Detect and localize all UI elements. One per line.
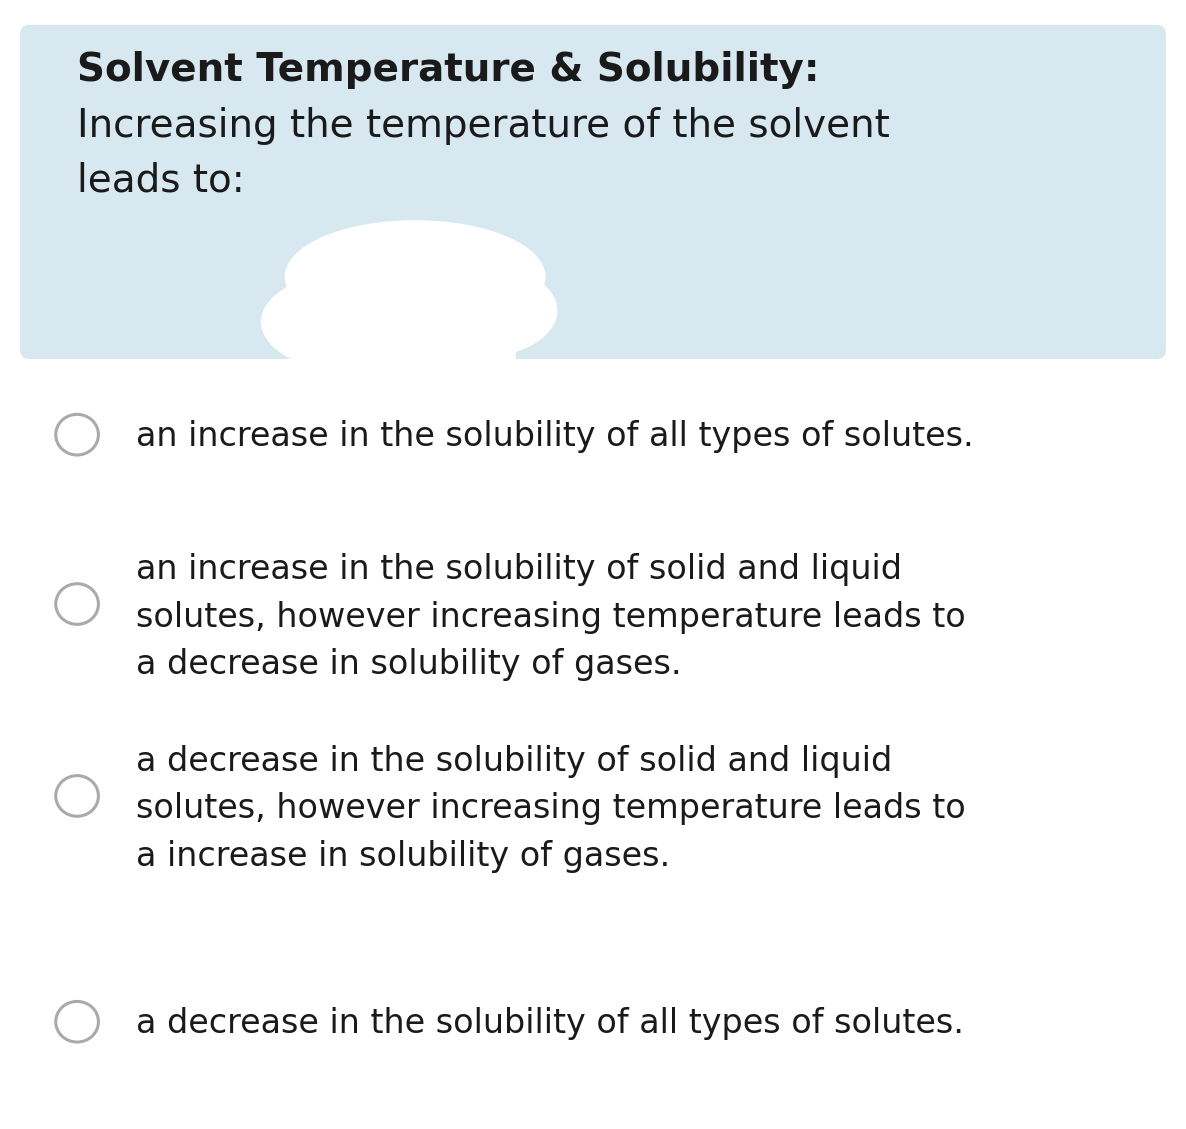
Ellipse shape bbox=[285, 220, 546, 333]
Text: a decrease in the solubility of solid and liquid
solutes, however increasing tem: a decrease in the solubility of solid an… bbox=[136, 745, 967, 873]
Text: an increase in the solubility of solid and liquid
solutes, however increasing te: an increase in the solubility of solid a… bbox=[136, 553, 967, 681]
Text: Solvent Temperature & Solubility:: Solvent Temperature & Solubility: bbox=[77, 51, 820, 89]
Ellipse shape bbox=[356, 341, 498, 414]
Ellipse shape bbox=[302, 313, 516, 397]
Ellipse shape bbox=[391, 263, 557, 359]
Text: a decrease in the solubility of all types of solutes.: a decrease in the solubility of all type… bbox=[136, 1007, 964, 1040]
Text: Increasing the temperature of the solvent
leads to:: Increasing the temperature of the solven… bbox=[77, 107, 890, 200]
Ellipse shape bbox=[261, 271, 451, 373]
FancyBboxPatch shape bbox=[20, 25, 1166, 359]
Text: an increase in the solubility of all types of solutes.: an increase in the solubility of all typ… bbox=[136, 420, 974, 453]
